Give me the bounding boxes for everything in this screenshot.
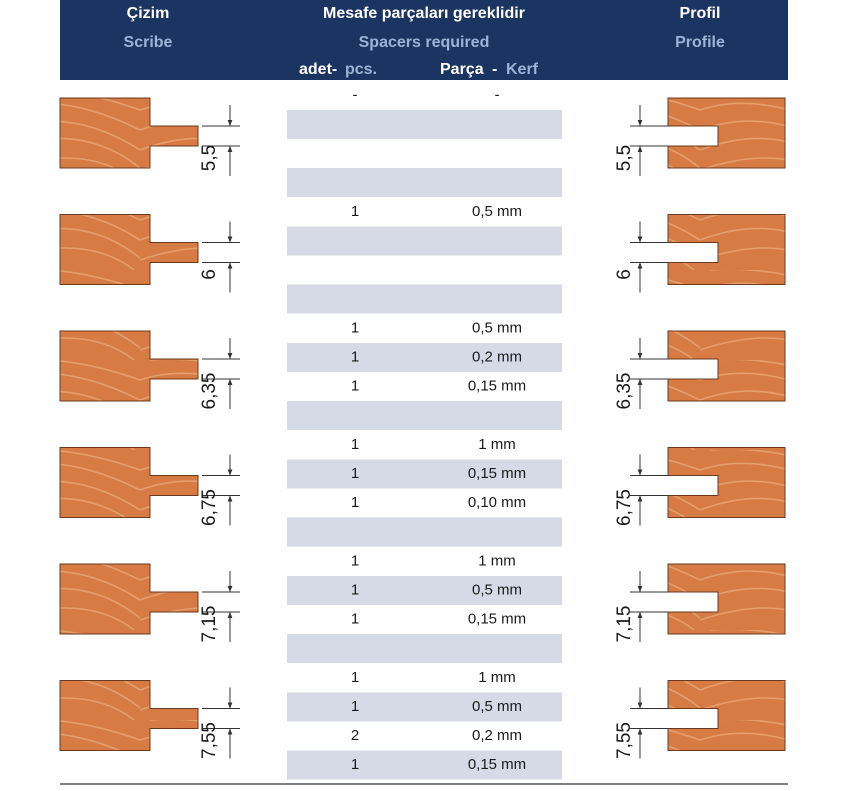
kerf-cell: 0,2 mm [472,348,522,365]
kerf-cell: 0,5 mm [472,319,522,336]
kerf-cell: 1 mm [478,669,516,686]
dimension-label: 6 [614,269,635,280]
profile-wood [667,563,786,635]
scribe-wood [59,97,199,169]
header-text: pcs. [345,61,377,78]
dimension-label: 6,75 [199,489,220,526]
profile-wood [667,330,786,402]
row-stripe [287,634,562,663]
row-stripe [287,692,562,722]
kerf-cell: 0,10 mm [468,494,526,511]
kerf-cell: 0,15 mm [468,465,526,482]
kerf-cell: 1 mm [478,552,516,569]
dimension-label: 7,55 [614,722,635,759]
scribe-wood [59,563,199,635]
scribe-wood [59,330,199,402]
kerf-cell: 0,15 mm [468,377,526,394]
pcs-cell: 1 [351,465,359,482]
pcs-cell: 1 [351,552,359,569]
dimension-label: 5,5 [614,145,635,171]
header-text: Profile [675,34,725,51]
kerf-cell: 0,5 mm [472,581,522,598]
dimension-label: 7,15 [199,606,220,643]
pcs-cell: 1 [351,756,359,773]
header-band [60,0,788,80]
kerf-cell: 0,2 mm [472,727,522,744]
header-text: Parça [440,61,484,78]
row-stripe [287,343,562,372]
kerf-cell: 1 mm [478,436,516,453]
profile-wood [667,680,786,751]
kerf-cell: 0,15 mm [468,610,526,627]
header-text: Spacers required [359,34,490,51]
kerf-cell: 0,15 mm [468,756,526,773]
pcs-cell: 1 [351,669,359,686]
pcs-cell: 2 [351,727,359,744]
pcs-cell: 1 [351,581,359,598]
header-text: Scribe [124,34,173,51]
pcs-cell: 1 [351,610,359,627]
dimension-label: 6,35 [614,373,635,410]
header-text: - [492,61,497,78]
dimension-label: 7,55 [199,722,220,759]
row-stripe [287,168,562,197]
pcs-cell: 1 [351,494,359,511]
profile-wood [667,97,786,169]
header-text: Kerf [506,61,539,78]
dimension-label: 5,5 [199,145,220,171]
scribe-wood [59,447,199,518]
profile-wood [667,447,786,518]
row-stripe [287,459,562,489]
dimension-label: 6,35 [199,373,220,410]
row-stripe [287,284,562,314]
row-stripe [287,226,562,256]
pcs-cell: 1 [351,698,359,715]
header-text: Profil [680,5,721,22]
pcs-cell: 1 [351,436,359,453]
dimension-label: 7,15 [614,606,635,643]
pcs-cell: 1 [351,377,359,394]
row-stripe [287,576,562,605]
pcs-cell: 1 [351,203,359,220]
row-stripe [287,110,562,139]
pcs-cell: 1 [351,319,359,336]
scribe-wood [59,680,199,751]
pcs-cell: - [353,86,358,103]
header-text: adet- [299,61,337,78]
row-stripe [287,401,562,430]
scribe-wood [59,214,199,285]
row-stripe [287,750,562,780]
profile-wood [667,214,786,285]
header-text: Mesafe parçaları gereklidir [323,5,525,22]
dimension-label: 6,75 [614,489,635,526]
kerf-cell: 0,5 mm [472,203,522,220]
kerf-cell: 0,5 mm [472,698,522,715]
kerf-cell: - [495,86,500,103]
dimension-label: 6 [199,269,220,280]
header-text: Çizim [127,5,170,22]
pcs-cell: 1 [351,348,359,365]
row-stripe [287,517,562,547]
